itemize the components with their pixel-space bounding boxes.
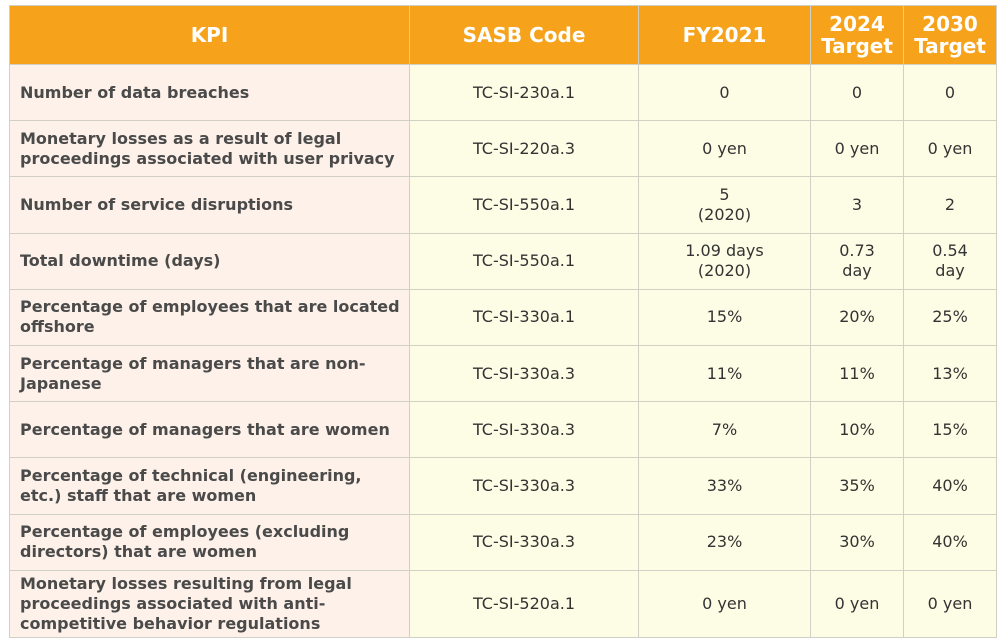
target-2024-cell: 20% [810, 288, 904, 346]
header-kpi: KPI [9, 5, 410, 65]
header-row: KPI SASB Code FY2021 2024 Target 2030 Ta… [9, 5, 997, 65]
header-2024-target: 2024 Target [810, 5, 904, 65]
sasb-code-cell: TC-SI-330a.1 [409, 288, 639, 346]
target-2030-cell: 0 yen [903, 120, 997, 178]
kpi-cell: Percentage of employees (excluding direc… [9, 513, 410, 571]
kpi-cell: Number of data breaches [9, 63, 410, 122]
table-row: Monetary losses as a result of legal pro… [9, 120, 997, 178]
target-2024-cell: 30% [810, 513, 904, 571]
target-2030-cell: 2 [903, 176, 997, 234]
fy2021-cell: 23% [638, 513, 811, 571]
kpi-cell: Percentage of employees that are located… [9, 288, 410, 346]
fy2021-cell: 0 [638, 63, 811, 122]
kpi-cell: Percentage of managers that are women [9, 401, 410, 459]
header-sasb-code: SASB Code [409, 5, 639, 65]
sasb-code-cell: TC-SI-550a.1 [409, 232, 639, 290]
target-2030-cell: 0 yen [903, 569, 997, 639]
kpi-table: KPI SASB Code FY2021 2024 Target 2030 Ta… [9, 5, 997, 639]
target-2030-cell: 15% [903, 401, 997, 459]
kpi-cell: Percentage of managers that are non-Japa… [9, 344, 410, 403]
fy2021-cell: 1.09 days (2020) [638, 232, 811, 290]
target-2024-cell: 3 [810, 176, 904, 234]
sasb-code-cell: TC-SI-230a.1 [409, 63, 639, 122]
fy2021-cell: 11% [638, 344, 811, 403]
target-2030-cell: 13% [903, 344, 997, 403]
table-row: Number of service disruptions TC-SI-550a… [9, 176, 997, 234]
sasb-code-cell: TC-SI-330a.3 [409, 344, 639, 403]
target-2024-cell: 35% [810, 457, 904, 515]
sasb-code-cell: TC-SI-550a.1 [409, 176, 639, 234]
kpi-cell: Total downtime (days) [9, 232, 410, 290]
fy2021-cell: 33% [638, 457, 811, 515]
table-row: Monetary losses resulting from legal pro… [9, 569, 997, 639]
target-2024-cell: 0 yen [810, 120, 904, 178]
fy2021-cell: 0 yen [638, 120, 811, 178]
kpi-cell: Monetary losses resulting from legal pro… [9, 569, 410, 639]
target-2024-cell: 10% [810, 401, 904, 459]
table-row: Percentage of managers that are non-Japa… [9, 344, 997, 403]
kpi-cell: Number of service disruptions [9, 176, 410, 234]
sasb-code-cell: TC-SI-330a.3 [409, 401, 639, 459]
table-row: Percentage of employees (excluding direc… [9, 513, 997, 571]
target-2024-cell: 0 yen [810, 569, 904, 639]
kpi-cell: Percentage of technical (engineering, et… [9, 457, 410, 515]
table-row: Percentage of managers that are women TC… [9, 401, 997, 459]
target-2024-cell: 11% [810, 344, 904, 403]
sasb-code-cell: TC-SI-330a.3 [409, 457, 639, 515]
target-2030-cell: 0.54 day [903, 232, 997, 290]
target-2024-cell: 0.73 day [810, 232, 904, 290]
sasb-code-cell: TC-SI-330a.3 [409, 513, 639, 571]
fy2021-cell: 15% [638, 288, 811, 346]
table-row: Number of data breaches TC-SI-230a.1 0 0… [9, 63, 997, 122]
header-2030-target: 2030 Target [903, 5, 997, 65]
table-row: Percentage of employees that are located… [9, 288, 997, 346]
kpi-cell: Monetary losses as a result of legal pro… [9, 120, 410, 178]
sasb-code-cell: TC-SI-520a.1 [409, 569, 639, 639]
target-2030-cell: 40% [903, 457, 997, 515]
target-2030-cell: 0 [903, 63, 997, 122]
table-row: Percentage of technical (engineering, et… [9, 457, 997, 515]
header-fy2021: FY2021 [638, 5, 811, 65]
target-2030-cell: 25% [903, 288, 997, 346]
fy2021-cell: 5 (2020) [638, 176, 811, 234]
table-row: Total downtime (days) TC-SI-550a.1 1.09 … [9, 232, 997, 290]
target-2030-cell: 40% [903, 513, 997, 571]
sasb-code-cell: TC-SI-220a.3 [409, 120, 639, 178]
target-2024-cell: 0 [810, 63, 904, 122]
fy2021-cell: 0 yen [638, 569, 811, 639]
fy2021-cell: 7% [638, 401, 811, 459]
